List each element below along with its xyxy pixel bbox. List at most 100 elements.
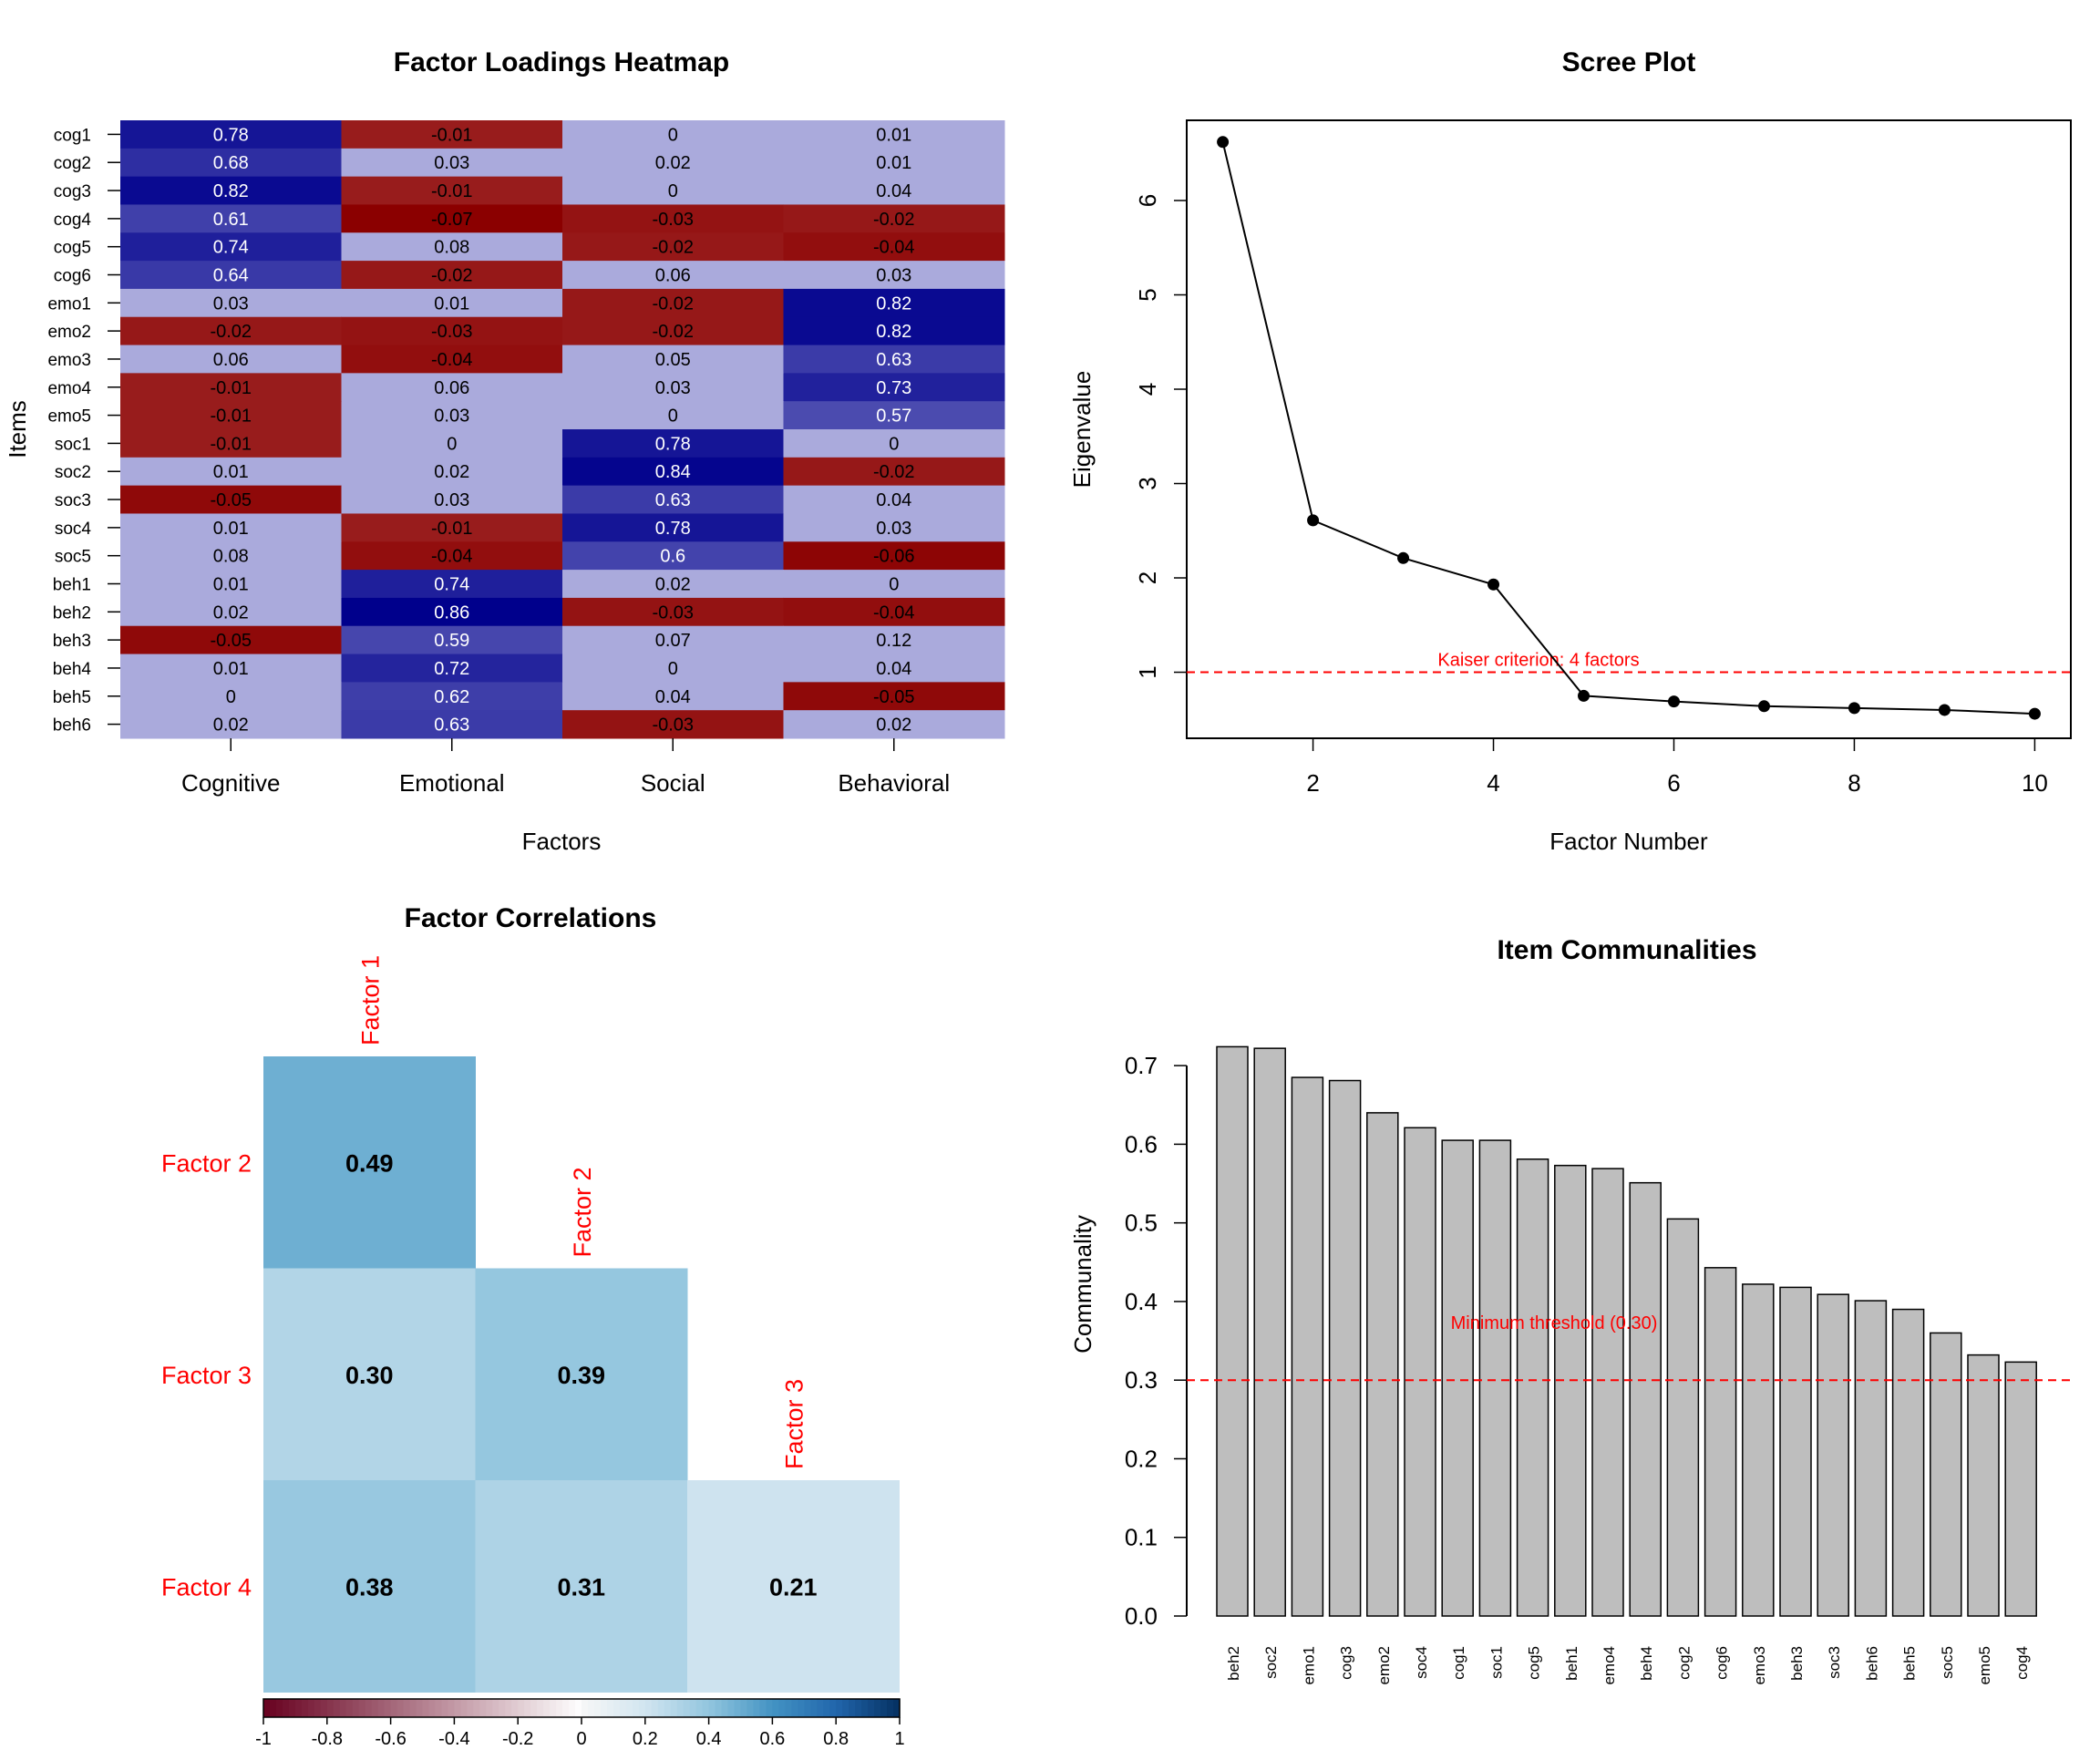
colorbar-segment (766, 1699, 773, 1717)
threshold-label: Minimum threshold (0.30) (1451, 1313, 1658, 1333)
colorbar-segment (689, 1699, 697, 1717)
colorbar-segment (785, 1699, 792, 1717)
loadings-heatmap-panel: Factor Loadings Heatmap 0.78 -0.01 0 0.01 cog… (4, 47, 1005, 855)
heatmap-cell (341, 570, 563, 599)
colorbar-segment (263, 1699, 271, 1717)
colorbar-segment (849, 1699, 856, 1717)
item-label: emo2 (47, 323, 91, 342)
heatmap-cell (120, 654, 342, 683)
heatmap-cell-value: 0.08 (213, 547, 249, 567)
heatmap-cell (341, 148, 563, 178)
colorbar-segment (625, 1699, 633, 1717)
heatmap-cell (783, 513, 1005, 542)
heatmap-cell-value: 0.02 (655, 575, 691, 595)
colorbar-segment (612, 1699, 621, 1717)
heatmap-cell-value: 0.01 (213, 519, 249, 539)
heatmap-cell-value: -0.04 (431, 350, 473, 370)
colorbar-segment (492, 1699, 499, 1717)
heatmap-cell-value: 0.01 (213, 575, 249, 595)
colorbar-segment (695, 1699, 704, 1717)
column-label: Factor 3 (780, 1379, 808, 1469)
heatmap-cell-value: -0.02 (652, 293, 694, 314)
communality-bar (1478, 1139, 1512, 1617)
correlations-title: Factor Correlations (405, 903, 657, 933)
heatmap-cell-value: 0.73 (876, 378, 911, 398)
item-label: cog2 (1675, 1646, 1693, 1680)
y-tick-label: 1 (1134, 665, 1161, 678)
heatmap-cell (562, 457, 784, 487)
colorbar-segment (282, 1699, 290, 1717)
kaiser-label: Kaiser criterion: 4 factors (1437, 651, 1639, 671)
heatmap-cell-value: 0.01 (213, 462, 249, 482)
heatmap-cell-value: -0.02 (873, 462, 915, 482)
heatmap-cell-value: 0.82 (876, 322, 911, 342)
colorbar-segment (880, 1699, 888, 1717)
factor-label: Behavioral (838, 769, 950, 797)
colorbar-segment (569, 1699, 576, 1717)
y-tick-label: 2 (1134, 571, 1161, 584)
y-tick-label: 3 (1134, 477, 1161, 489)
heatmap-cell-value: 0.04 (876, 181, 911, 201)
colorbar-segment (275, 1699, 283, 1717)
item-label: emo2 (1375, 1646, 1393, 1685)
item-label: soc2 (1262, 1646, 1280, 1679)
heatmap-cell (562, 232, 784, 262)
item-label: soc5 (1939, 1646, 1956, 1679)
colorbar-segment (721, 1699, 729, 1717)
colorbar-segment (893, 1699, 901, 1717)
heatmap-cell-value: -0.07 (431, 210, 473, 230)
colorbar-segment (524, 1699, 531, 1717)
heatmap-cell-value: 0.06 (655, 266, 691, 286)
item-label: cog4 (2013, 1646, 2031, 1680)
x-tick-label: 6 (1667, 769, 1680, 797)
communality-bar (1554, 1164, 1587, 1617)
colorbar-segment (448, 1699, 455, 1717)
heatmap-cell (341, 176, 563, 205)
communality-bar (1253, 1047, 1286, 1617)
colorbar-tick-label: 1 (894, 1729, 904, 1749)
communality-bar (1967, 1354, 2000, 1617)
heatmap-cell-value: 0.74 (213, 238, 249, 258)
item-label: soc4 (55, 520, 92, 539)
x-tick-label: 10 (2022, 769, 2048, 797)
heatmap-cell (783, 429, 1005, 458)
communality-bar (1629, 1181, 1662, 1617)
communalities-panel: Item Communalities beh2 soc2 emo1 cog3 emo2 so… (1069, 935, 2071, 1685)
eigenvalue-line (1221, 141, 2035, 715)
colorbar-segment (887, 1699, 894, 1717)
heatmap-cell (562, 513, 784, 542)
heatmap-cell (783, 597, 1005, 627)
colorbar-segment (409, 1699, 417, 1717)
heatmap-cell (341, 401, 563, 430)
colorbar-segment (868, 1699, 875, 1717)
y-tick-label: 0.6 (1125, 1130, 1158, 1158)
colorbar-segment (759, 1699, 767, 1717)
colorbar-segment (314, 1699, 322, 1717)
item-label: beh5 (53, 688, 91, 707)
heatmap-cell (562, 288, 784, 318)
colorbar-segment (753, 1699, 761, 1717)
heatmap-cell-value: -0.01 (210, 434, 252, 454)
heatmap-cell-value: 0.03 (876, 519, 911, 539)
correlation-value: 0.49 (345, 1149, 394, 1177)
eigenvalue-point (1217, 136, 1230, 149)
item-label: emo5 (1976, 1646, 1993, 1685)
item-label: beh1 (1563, 1646, 1580, 1681)
colorbar-segment (377, 1699, 386, 1717)
y-tick-label: 0.2 (1125, 1445, 1158, 1472)
y-tick-label: 0.0 (1125, 1602, 1158, 1630)
colorbar-segment (288, 1699, 296, 1717)
column-label: Factor 2 (569, 1167, 596, 1257)
heatmap-cell (783, 148, 1005, 178)
item-label: beh1 (53, 576, 91, 595)
heatmap-cell (341, 597, 563, 627)
heatmap-cell-value: -0.03 (652, 210, 694, 230)
colorbar-segment (358, 1699, 366, 1717)
colorbar-segment (575, 1699, 582, 1717)
heatmap-cell-value: 0.04 (876, 490, 911, 510)
heatmap-cell (120, 429, 342, 458)
y-tick-label: 6 (1134, 194, 1161, 207)
heatmap-cell (120, 485, 342, 514)
x-tick-label: 8 (1848, 769, 1860, 797)
colorbar-segment (798, 1699, 805, 1717)
